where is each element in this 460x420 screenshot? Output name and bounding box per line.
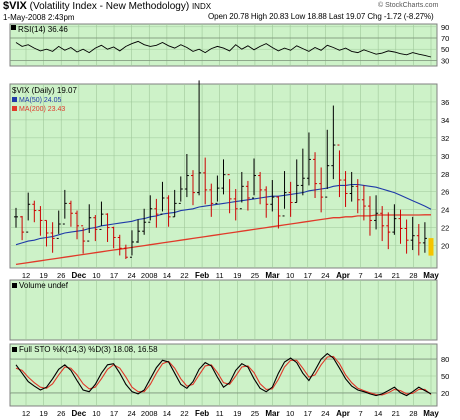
price-y-tick-label: 34	[441, 116, 449, 125]
x-tick-label: 22	[180, 271, 188, 280]
rsi-y-tick-label: 90	[441, 23, 449, 32]
x-tick-label: May	[423, 409, 439, 418]
price-y-tick-label: 28	[441, 170, 449, 179]
ohlc-summary: Open 20.78 High 20.83 Low 18.88 Last 19.…	[208, 12, 434, 21]
index-name: (Volatility Index - New Methodology)	[29, 1, 190, 12]
x-tick-label: 21	[392, 409, 400, 418]
chart-title: $VIX (Volatility Index - New Methodology…	[3, 0, 211, 12]
price-y-tick-label: 32	[441, 134, 449, 143]
x-tick-label: 14	[374, 409, 382, 418]
ma50-legend-swatch	[12, 97, 17, 102]
x-tick-label: 21	[392, 271, 400, 280]
x-tick-label: 14	[163, 409, 171, 418]
x-tick-label: 14	[374, 271, 382, 280]
x-tick-label: 19	[233, 409, 241, 418]
price-y-tick-label: 22	[441, 224, 449, 233]
price-y-tick-label: 36	[441, 98, 449, 107]
rsi-panel	[9, 23, 438, 67]
x-tick-label: 24	[321, 409, 329, 418]
rsi-y-tick-label: 30	[441, 56, 449, 65]
x-tick-label: 17	[110, 271, 118, 280]
x-tick-label: Mar	[265, 409, 279, 418]
x-tick-label: Apr	[336, 409, 350, 418]
x-tick-label: 26	[57, 409, 65, 418]
exchange: INDX	[191, 2, 212, 11]
chart-date: 1-May-2008 2:43pm	[3, 13, 75, 22]
x-tick-label: 26	[57, 271, 65, 280]
x-tick-label: 11	[216, 409, 224, 418]
x-tick-label: 12	[22, 409, 30, 418]
x-tick-label: 28	[409, 271, 417, 280]
sto-label: Full STO %K(14,3) %D(3) 18.08, 16.58	[19, 345, 158, 354]
ma200-line	[15, 214, 431, 266]
x-tick-label: 2008	[141, 409, 158, 418]
x-tick-label: 28	[409, 409, 417, 418]
x-tick-label: 24	[127, 271, 135, 280]
x-tick-label: 19	[39, 409, 47, 418]
x-tick-label: May	[423, 271, 439, 280]
x-tick-label: 25	[251, 271, 259, 280]
x-tick-label: Mar	[265, 271, 279, 280]
rsi-y-tick-label: 70	[441, 34, 449, 43]
rsi-label: RSI(14) 36.46	[18, 25, 68, 34]
x-tick-label: 2008	[141, 271, 158, 280]
volume-panel	[9, 279, 438, 341]
x-tick-label: 10	[92, 409, 100, 418]
x-tick-label: Apr	[336, 271, 350, 280]
x-tick-label: Feb	[195, 271, 209, 280]
volume-label: Volume undef	[19, 281, 69, 290]
x-tick-label: 10	[286, 271, 294, 280]
x-tick-label: 17	[304, 409, 312, 418]
x-tick-label: 10	[92, 271, 100, 280]
ma50-line	[15, 183, 432, 246]
x-tick-label: 19	[39, 271, 47, 280]
x-tick-label: Dec	[71, 409, 86, 418]
symbol: $VIX	[3, 0, 27, 12]
stochastic-panel	[9, 343, 438, 407]
price-y-tick-label: 20	[441, 242, 449, 251]
ma200-legend-swatch	[12, 106, 17, 111]
price-y-tick-label: 24	[441, 206, 449, 215]
sto-d-line	[15, 355, 432, 396]
x-tick-label: 22	[180, 409, 188, 418]
volume-legend-swatch	[12, 283, 17, 288]
price-y-tick-label: 26	[441, 188, 449, 197]
x-tick-label: 24	[321, 271, 329, 280]
x-tick-label: 7	[358, 409, 362, 418]
x-tick-label: 11	[216, 271, 224, 280]
price-title: $VIX (Daily) 19.07	[12, 86, 77, 95]
sto-legend-swatch	[12, 347, 17, 352]
x-tick-label: 10	[286, 409, 294, 418]
price-y-tick-label: 30	[441, 152, 449, 161]
sto-y-tick-label: 80	[441, 355, 449, 364]
x-tick-label: 17	[304, 271, 312, 280]
x-tick-label: 17	[110, 409, 118, 418]
watermark: © StockCharts.com	[378, 2, 439, 9]
ma50-label: MA(50) 24.05	[19, 97, 62, 104]
ohlc-bar-last	[428, 238, 434, 256]
sto-y-tick-label: 50	[441, 372, 449, 381]
x-tick-label: 12	[22, 271, 30, 280]
x-tick-label: 19	[233, 271, 241, 280]
x-tick-label: Feb	[195, 409, 209, 418]
x-tick-label: 24	[127, 409, 135, 418]
rsi-y-tick-label: 50	[441, 45, 449, 54]
ohlc-bars	[14, 80, 434, 260]
x-tick-label: 14	[163, 271, 171, 280]
sto-k-line	[15, 352, 432, 397]
sto-y-tick-label: 20	[441, 389, 449, 398]
x-tick-label: 25	[251, 409, 259, 418]
x-tick-label: 7	[358, 271, 362, 280]
rsi-legend-swatch	[11, 25, 16, 30]
x-tick-label: Dec	[71, 271, 86, 280]
rsi-line	[15, 40, 432, 58]
ma200-label: MA(200) 23.43	[19, 106, 65, 113]
